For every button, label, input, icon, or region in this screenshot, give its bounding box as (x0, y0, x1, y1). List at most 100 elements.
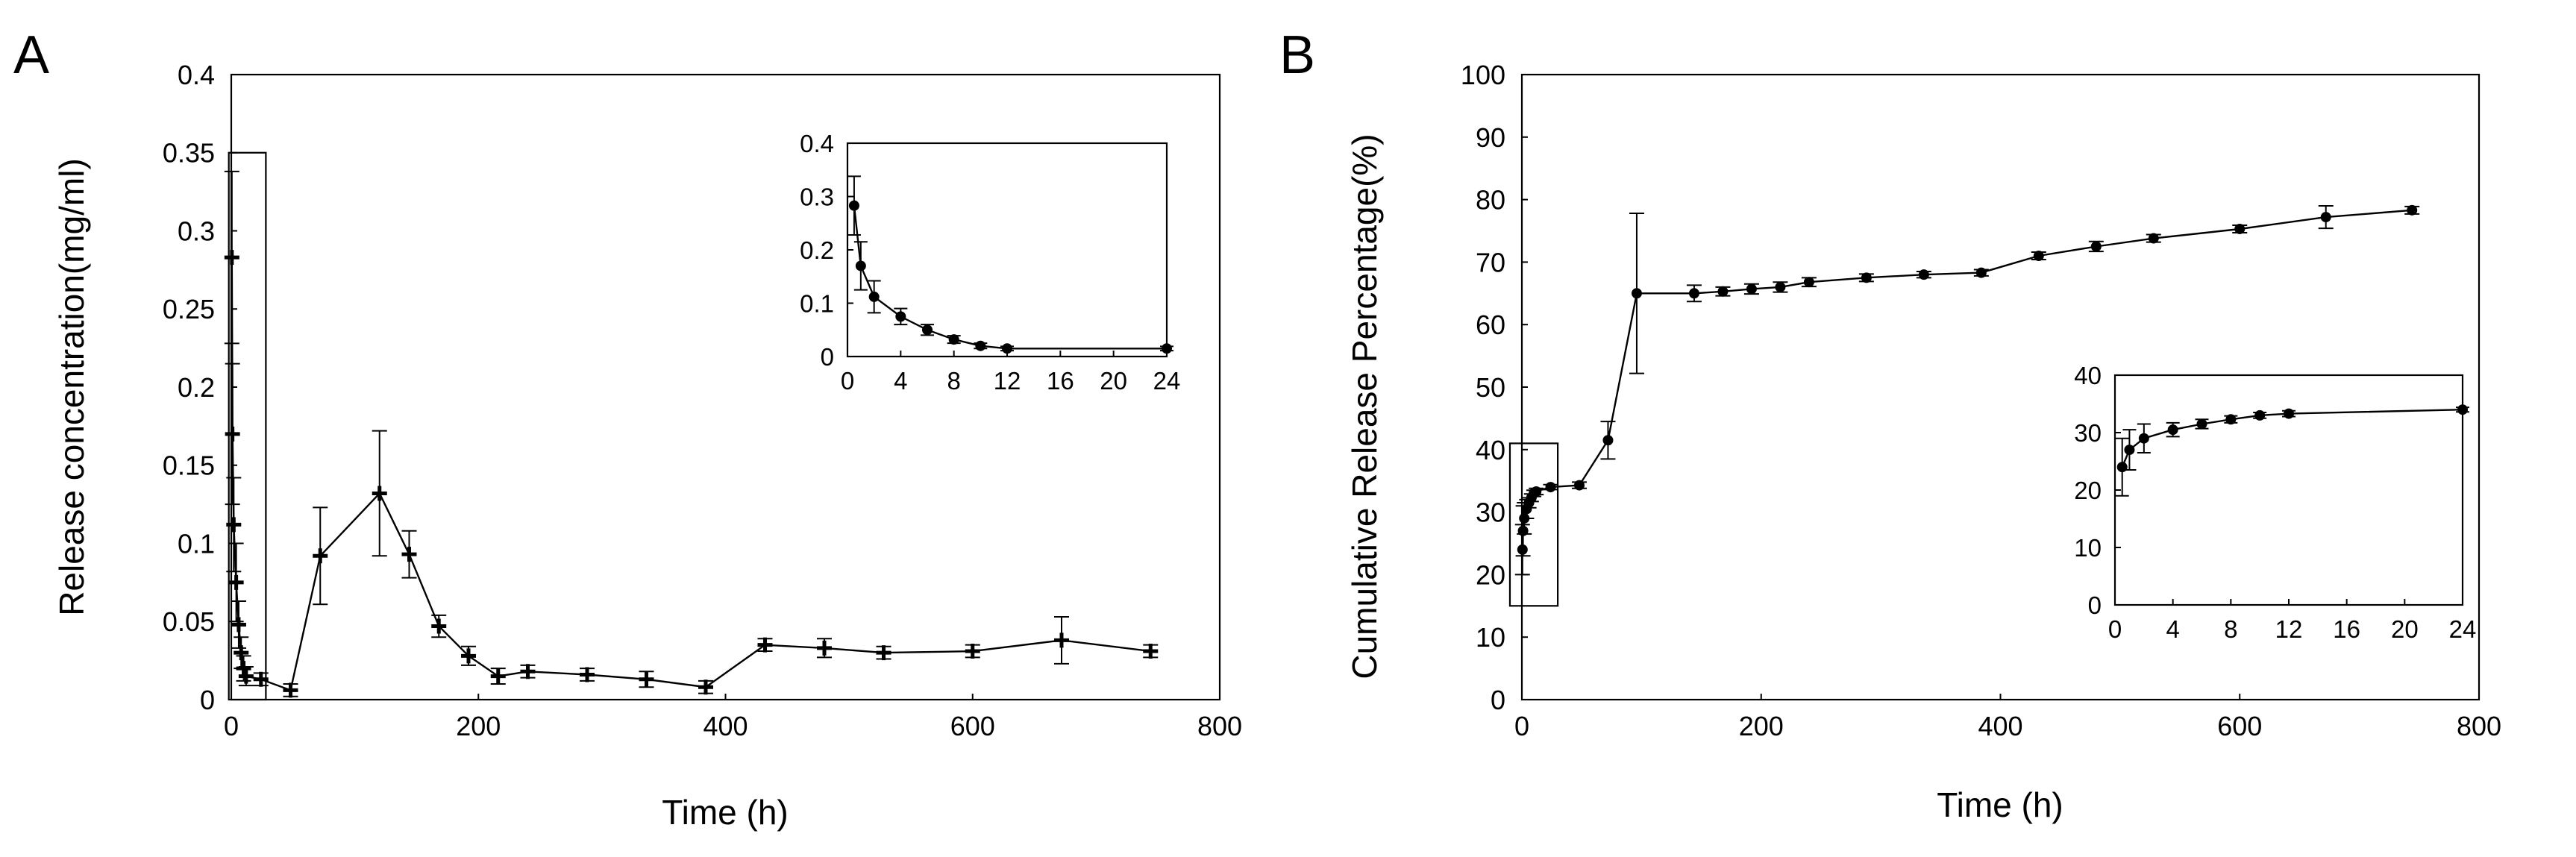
data-point (1002, 343, 1012, 354)
x-tick-label: 24 (1153, 367, 1181, 395)
y-tick-label: 50 (1476, 372, 1505, 403)
data-point (1775, 281, 1786, 292)
data-point (225, 426, 240, 442)
data-point (895, 311, 906, 322)
data-point (639, 671, 654, 687)
panel-b-letter: B (1279, 25, 1315, 85)
y-tick-label: 0.3 (800, 183, 834, 210)
data-point (580, 667, 595, 682)
series-line (231, 257, 1151, 692)
panel-b-inset-x-ticks: 0 4 8 12 16 20 24 (2108, 599, 2477, 643)
data-point (283, 682, 298, 698)
data-point (948, 334, 959, 345)
data-point (1746, 283, 1757, 295)
x-tick-label: 8 (947, 367, 960, 395)
x-tick-label: 600 (2217, 711, 2262, 741)
y-tick-label: 10 (2074, 534, 2102, 562)
panel-a-y-ticks: 0 0.05 0.1 0.15 0.2 0.25 0.3 0.35 0.4 (163, 60, 237, 715)
panel-a-x-axis-label: Time (h) (662, 793, 789, 832)
data-point (372, 486, 387, 501)
data-point (975, 340, 986, 351)
data-point (2148, 233, 2159, 244)
y-tick-label: 0.2 (178, 372, 215, 403)
panel-b-x-axis-label: Time (h) (1937, 785, 2063, 824)
x-tick-label: 4 (2166, 615, 2179, 643)
data-point (868, 291, 880, 302)
data-point (2284, 408, 2294, 419)
data-point (2124, 445, 2135, 456)
panel-b-x-ticks: 0 200 400 600 800 (1514, 694, 2501, 741)
x-tick-label: 400 (1978, 711, 2022, 741)
panel-a-series (224, 170, 1159, 698)
data-point (253, 671, 269, 687)
x-tick-label: 200 (1739, 711, 1784, 741)
x-tick-label: 200 (456, 711, 501, 741)
data-point (965, 644, 980, 659)
data-point (234, 645, 249, 661)
x-tick-label: 8 (2224, 615, 2237, 643)
y-tick-label: 0 (200, 685, 215, 715)
panel-a-inset-x-ticks: 0 4 8 12 16 20 24 (841, 351, 1181, 395)
data-point (490, 668, 506, 684)
y-tick-label: 0.35 (163, 138, 215, 169)
x-tick-label: 0 (2108, 615, 2122, 643)
data-point (1717, 286, 1729, 297)
data-point (1975, 267, 1987, 278)
panel-a: A 00.050.10.150.20.250.30.350.4 0 200 400 6… (13, 25, 1242, 832)
data-point (817, 640, 832, 656)
panel-b-inset-y-ticks: 0 10 20 30 40 (2074, 362, 2121, 619)
y-tick-label: 40 (2074, 362, 2102, 389)
y-tick-label: 0.3 (178, 216, 215, 246)
data-point (2167, 424, 2178, 436)
x-tick-label: 16 (2333, 615, 2360, 643)
panel-a-highlight-box (228, 151, 267, 701)
y-tick-label: 0.1 (178, 528, 215, 559)
data-point (1531, 486, 1542, 497)
panel-b-y-axis-label: Cumulative Release Percentage(%) (1345, 134, 1384, 679)
data-point (2196, 418, 2207, 430)
data-point (238, 668, 254, 684)
data-point (228, 574, 244, 590)
data-point (848, 200, 859, 211)
data-point (231, 617, 246, 632)
x-tick-label: 4 (894, 367, 907, 395)
data-point (1545, 482, 1556, 493)
data-point (1918, 269, 1929, 280)
data-point (401, 547, 417, 562)
x-tick-label: 16 (1047, 367, 1074, 395)
data-point (2407, 204, 2418, 216)
panel-b-y-ticks: 0 10 20 30 40 50 60 70 80 90 100 (1461, 60, 1528, 715)
data-point (1143, 644, 1159, 659)
data-point (1054, 632, 1069, 648)
data-point (431, 618, 447, 634)
y-tick-label: 30 (1476, 497, 1505, 528)
y-tick-label: 20 (2074, 477, 2102, 504)
y-tick-label: 60 (1476, 310, 1505, 340)
data-point (224, 250, 239, 266)
y-tick-label: 0.4 (800, 130, 834, 157)
data-point (2116, 462, 2128, 473)
data-point (922, 324, 933, 336)
y-tick-label: 0.05 (163, 606, 215, 637)
panel-a-inset: 0 0.1 0.2 0.3 0.4 0 4 8 12 16 20 24 (800, 130, 1180, 395)
panel-b-plot-frame (1520, 73, 2481, 701)
x-tick-label: 24 (2449, 615, 2477, 643)
x-tick-label: 0 (224, 711, 239, 741)
data-point (1631, 288, 1642, 299)
y-tick-label: 20 (1476, 559, 1505, 590)
x-tick-label: 600 (950, 711, 995, 741)
data-point (1602, 435, 1614, 446)
y-tick-label: 0.15 (163, 451, 215, 481)
data-point (1162, 343, 1172, 354)
data-point (313, 548, 328, 564)
series-line (2121, 409, 2463, 468)
x-tick-label: 400 (703, 711, 748, 741)
data-point (698, 679, 713, 695)
x-tick-label: 800 (1197, 711, 1242, 741)
x-tick-label: 0 (1514, 711, 1529, 741)
data-point (2457, 404, 2468, 415)
data-point (461, 648, 476, 664)
y-tick-label: 10 (1476, 622, 1505, 653)
y-tick-label: 30 (2074, 419, 2102, 447)
